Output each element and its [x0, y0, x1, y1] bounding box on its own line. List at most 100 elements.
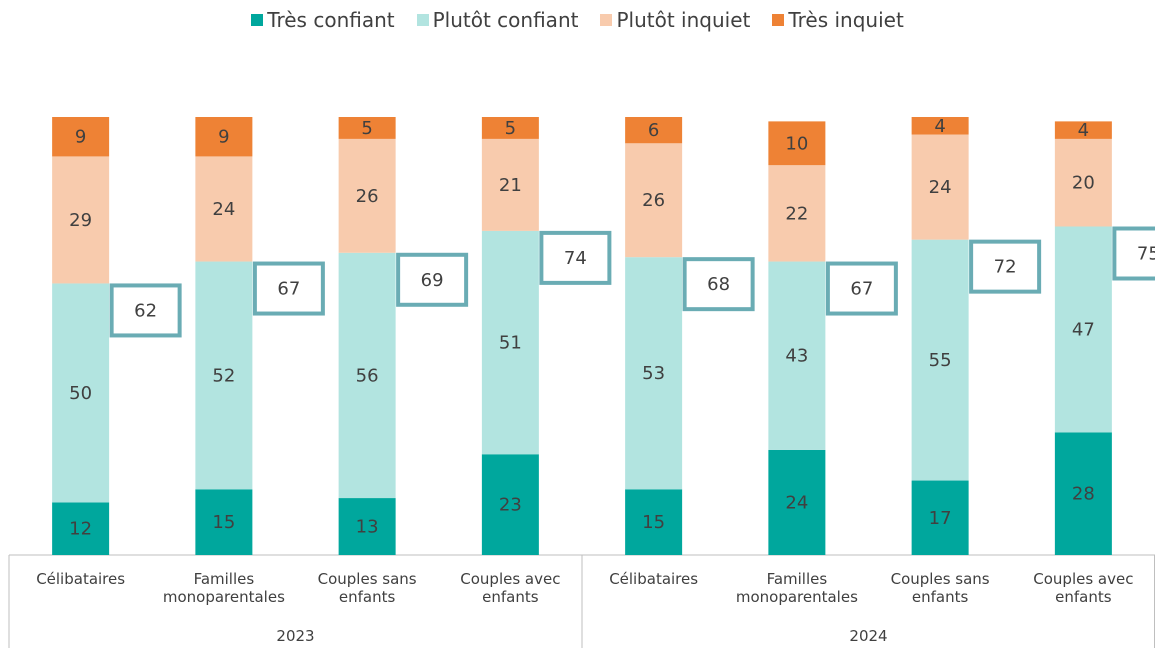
data-label: 24 — [785, 492, 808, 513]
x-tick-label: Couples avec enfants — [1033, 570, 1134, 606]
data-label: 24 — [212, 199, 235, 220]
data-label: 50 — [69, 383, 92, 404]
bar-segment — [481, 117, 539, 139]
data-label: 53 — [642, 363, 665, 384]
bar-segment — [338, 498, 396, 555]
bar-segment — [52, 502, 110, 555]
total-label: 62 — [134, 300, 157, 321]
bar-segment — [911, 480, 969, 555]
bar-segment — [338, 138, 396, 253]
bar-segment — [1054, 226, 1112, 433]
x-tick-label: Couples sans enfants — [317, 570, 417, 606]
bar-segment — [1054, 138, 1112, 227]
total-box — [682, 257, 755, 312]
bar-segment — [768, 121, 826, 166]
total-box — [396, 252, 469, 307]
total-label: 69 — [421, 270, 444, 291]
bar-segment — [625, 489, 683, 555]
bar-segment — [195, 489, 253, 555]
data-label: 43 — [785, 346, 808, 367]
data-label: 10 — [785, 133, 808, 154]
total-box — [539, 230, 612, 285]
legend-swatch — [772, 14, 785, 26]
bar-segment — [52, 117, 110, 157]
x-tick-label: Couples sans enfants — [890, 570, 990, 606]
data-label: 15 — [212, 512, 235, 533]
bar-segment — [768, 261, 826, 450]
data-label: 26 — [642, 190, 665, 211]
data-label: 4 — [934, 116, 945, 137]
data-label: 29 — [69, 210, 92, 231]
bar-segment — [52, 283, 110, 503]
legend-swatch — [251, 14, 264, 26]
data-label: 13 — [356, 517, 379, 538]
total-label: 67 — [277, 279, 300, 300]
legend-swatch — [600, 14, 613, 26]
total-label: 74 — [564, 248, 587, 269]
total-label: 67 — [850, 279, 873, 300]
bar-segment — [481, 454, 539, 555]
bar-segment — [625, 257, 683, 490]
bar-segment — [338, 117, 396, 139]
bar-segment — [338, 252, 396, 499]
data-label: 51 — [499, 333, 522, 354]
total-box — [252, 261, 325, 316]
data-label: 56 — [356, 365, 379, 386]
bar-segment — [911, 117, 969, 135]
total-label: 75 — [1137, 244, 1155, 265]
data-label: 26 — [356, 186, 379, 207]
data-label: 9 — [75, 127, 86, 148]
bar-segment — [1054, 432, 1112, 555]
data-label: 5 — [505, 118, 516, 139]
data-label: 23 — [499, 495, 522, 516]
x-tick-label: Familles monoparentales — [735, 570, 858, 606]
bar-segment — [195, 156, 253, 262]
total-box — [109, 283, 182, 338]
total-label: 68 — [707, 274, 730, 295]
data-label: 55 — [929, 350, 952, 371]
x-tick-label: Célibataires — [36, 570, 126, 588]
legend-item: Plutôt inquiet — [600, 8, 750, 32]
legend-item: Plutôt confiant — [416, 8, 578, 32]
bar-segment — [625, 143, 683, 258]
data-label: 4 — [1078, 120, 1089, 141]
bar-segment — [52, 156, 110, 284]
data-label: 28 — [1072, 484, 1095, 505]
data-label: 21 — [499, 175, 522, 196]
x-tick-label: Familles monoparentales — [162, 570, 285, 606]
bar-segment — [768, 165, 826, 262]
data-label: 12 — [69, 519, 92, 540]
data-label: 5 — [361, 118, 372, 139]
legend-item: Très inquiet — [772, 8, 904, 32]
data-label: 47 — [1072, 319, 1095, 340]
legend-label: Très inquiet — [788, 8, 904, 32]
legend-label: Plutôt inquiet — [616, 8, 751, 32]
legend-item: Très confiant — [251, 8, 395, 32]
total-box — [825, 261, 898, 316]
x-tick-label: Célibataires — [609, 570, 699, 588]
legend: Très confiant Plutôt confiant Plutôt inqui… — [0, 8, 1155, 32]
bar-segment — [911, 134, 969, 240]
data-label: 22 — [785, 203, 808, 224]
bar-segment — [768, 449, 826, 555]
data-label: 15 — [642, 512, 665, 533]
data-label: 20 — [1072, 173, 1095, 194]
bar-segment — [481, 138, 539, 231]
legend-label: Très confiant — [267, 8, 395, 32]
total-label: 72 — [994, 257, 1017, 278]
x-tick-label: Couples avec enfants — [460, 570, 561, 606]
bar-segment — [481, 230, 539, 455]
group-label: 2024 — [849, 627, 888, 645]
total-box — [1112, 226, 1155, 281]
data-label: 52 — [212, 365, 235, 386]
data-label: 9 — [218, 127, 229, 148]
bar-segment — [195, 117, 253, 157]
total-box — [969, 239, 1042, 294]
legend-swatch — [416, 14, 429, 26]
bar-segment — [625, 117, 683, 144]
bar-segment — [1054, 121, 1112, 139]
data-label: 17 — [929, 508, 952, 529]
group-label: 2023 — [276, 627, 315, 645]
